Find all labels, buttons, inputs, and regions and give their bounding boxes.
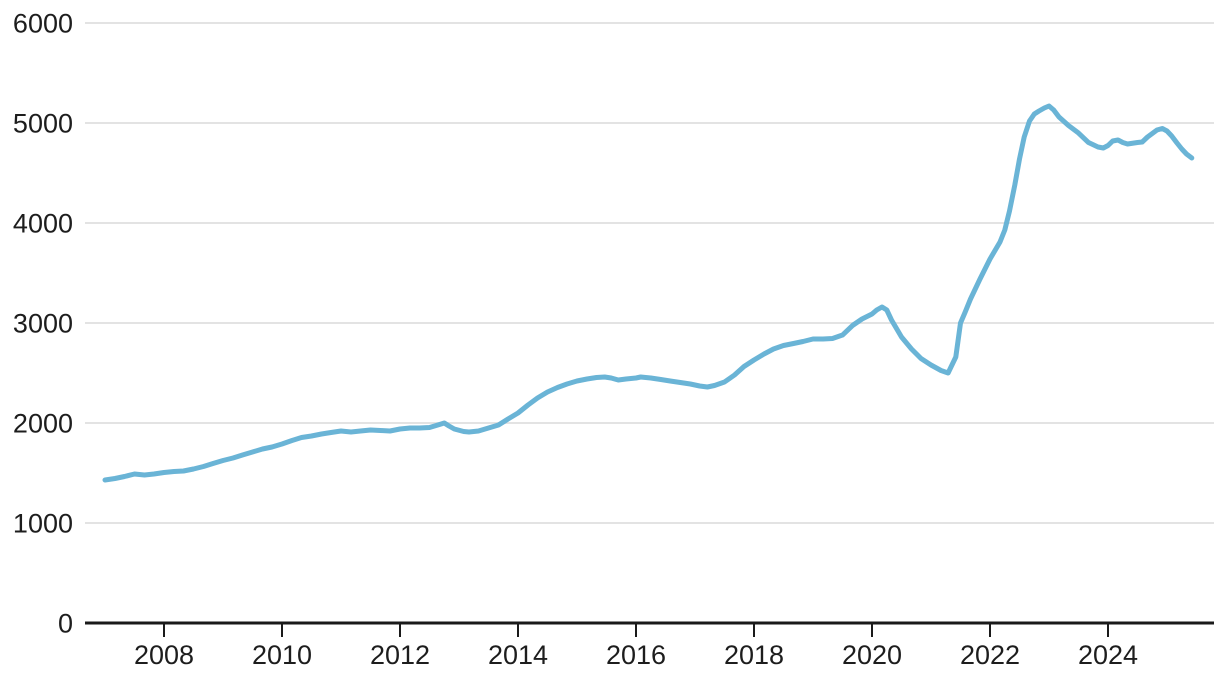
x-tick-label: 2024 <box>1078 640 1138 670</box>
x-tick-label: 2022 <box>960 640 1020 670</box>
x-tick-label: 2018 <box>724 640 784 670</box>
x-tick-label: 2014 <box>488 640 548 670</box>
y-tick-label: 5000 <box>13 109 73 139</box>
y-tick-label: 0 <box>58 609 73 639</box>
data-series-group <box>102 103 1195 483</box>
axis-group <box>85 621 1214 637</box>
y-tick-label: 6000 <box>13 9 73 39</box>
x-tick-label: 2016 <box>606 640 666 670</box>
x-tick-label: 2010 <box>252 640 312 670</box>
x-tick-label: 2020 <box>842 640 902 670</box>
y-tick-label: 4000 <box>13 209 73 239</box>
y-tick-label: 2000 <box>13 409 73 439</box>
data-line <box>102 103 1195 483</box>
x-tick-label: 2012 <box>370 640 430 670</box>
tick-labels-group: 0 1000 2000 3000 4000 5000 6000 2008 2010 2012 201… <box>13 9 1138 671</box>
y-tick-label: 1000 <box>13 509 73 539</box>
x-tick-label: 2008 <box>134 640 194 670</box>
y-tick-label: 3000 <box>13 309 73 339</box>
gridlines-group <box>85 22 1214 524</box>
